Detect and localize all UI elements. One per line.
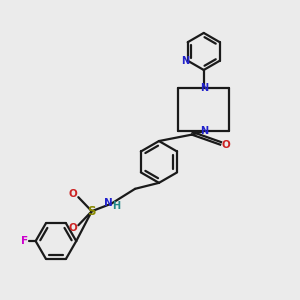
Text: S: S [88,205,96,218]
Text: N: N [181,56,189,66]
Text: N: N [104,198,112,208]
Text: N: N [200,83,208,93]
Text: N: N [200,126,208,136]
Text: H: H [112,201,121,211]
Text: O: O [69,189,77,199]
Text: O: O [221,140,230,150]
Text: F: F [21,236,28,246]
Text: O: O [69,223,77,233]
